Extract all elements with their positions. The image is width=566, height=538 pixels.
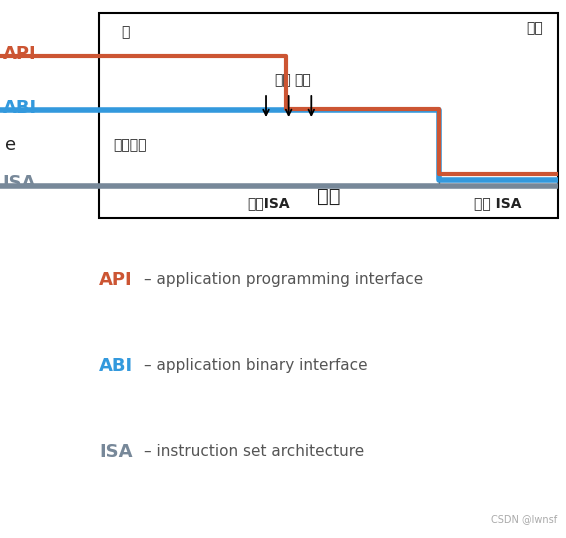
- Text: 系统ISA: 系统ISA: [247, 196, 290, 210]
- Bar: [99, 13, 558, 218]
- Text: ABI: ABI: [3, 98, 37, 117]
- Text: 操作系统: 操作系统: [113, 138, 147, 152]
- Text: 应用: 应用: [526, 22, 543, 36]
- Text: – instruction set architecture: – instruction set architecture: [144, 444, 365, 459]
- Text: CSDN @lwnsf: CSDN @lwnsf: [491, 514, 558, 525]
- Text: – application programming interface: – application programming interface: [144, 272, 423, 287]
- Text: API: API: [3, 45, 36, 63]
- Text: 调用: 调用: [294, 74, 311, 88]
- Text: ISA: ISA: [99, 443, 132, 461]
- Text: ISA: ISA: [3, 174, 36, 192]
- Text: ABI: ABI: [99, 357, 133, 375]
- Text: e: e: [5, 136, 16, 154]
- Text: 库: 库: [122, 25, 130, 39]
- Text: 用户 ISA: 用户 ISA: [474, 196, 522, 210]
- Text: 系统: 系统: [275, 74, 291, 88]
- Text: 硬件: 硬件: [316, 187, 340, 206]
- Text: – application binary interface: – application binary interface: [144, 358, 368, 373]
- Text: API: API: [99, 271, 132, 289]
